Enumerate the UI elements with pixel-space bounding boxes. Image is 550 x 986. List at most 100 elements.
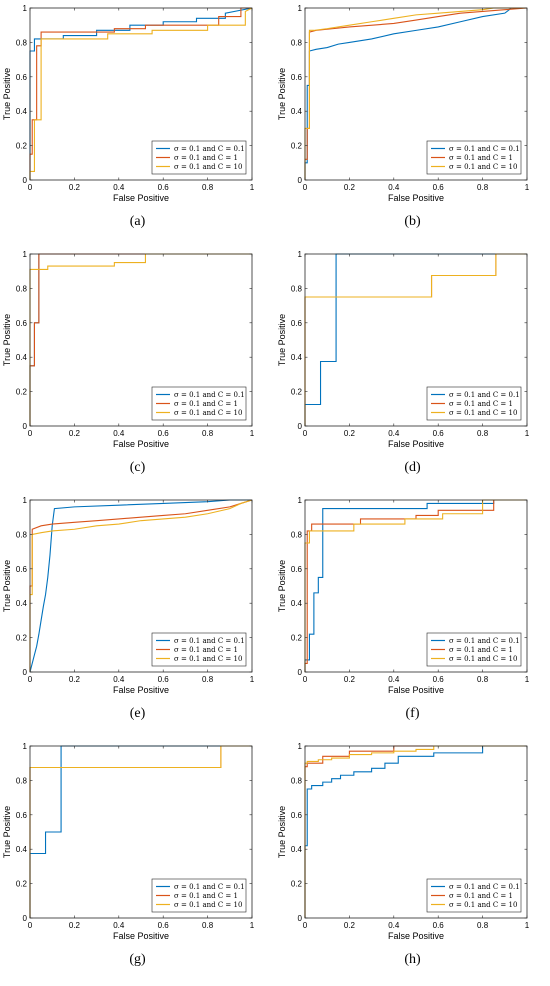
axes-box: [29, 499, 253, 673]
axes-box: [304, 253, 528, 427]
y-tick-label: 0: [23, 668, 28, 677]
axes-box: [29, 745, 253, 919]
x-tick-label: 0.2: [344, 675, 356, 684]
y-tick-label: 0: [298, 668, 303, 677]
legend-entry: σ = 0.1 and C = 0.1: [174, 637, 245, 645]
y-tick-label: 0.4: [291, 353, 303, 362]
series-line: [29, 7, 253, 180]
legend-entry: σ = 0.1 and C = 0.1: [449, 145, 520, 153]
chart-panel: 0 0.2 0.4 0.6 0.8 1 0 0.2 0.4 0.6 0.8 1 False Positi…: [275, 0, 550, 246]
x-tick-label: 0.2: [344, 921, 356, 930]
legend-entry: σ = 0.1 and C = 10: [174, 163, 242, 171]
x-tick-label: 0.4: [388, 183, 400, 192]
x-tick-label: 0: [28, 429, 33, 438]
chart-panel: 0 0.2 0.4 0.6 0.8 1 0 0.2 0.4 0.6 0.8 1 False Positi…: [0, 246, 275, 492]
panel-caption: (h): [404, 952, 421, 967]
y-tick-label: 1: [298, 4, 303, 13]
x-tick-label: 0.2: [69, 429, 81, 438]
series-line: [304, 745, 527, 918]
legend-entry: σ = 0.1 and C = 10: [174, 655, 242, 663]
x-tick-label: 0.2: [69, 675, 81, 684]
y-tick-label: 0.8: [16, 530, 28, 539]
legend-entry: σ = 0.1 and C = 0.1: [449, 883, 520, 891]
y-axis-label: True Positive: [2, 806, 12, 858]
legend-entry: σ = 0.1 and C = 10: [449, 163, 517, 171]
y-tick-label: 1: [298, 496, 303, 505]
y-tick-label: 0.2: [291, 634, 303, 643]
legend-entry: σ = 0.1 and C = 0.1: [174, 145, 245, 153]
y-tick-label: 0: [298, 422, 303, 431]
x-tick-label: 0.6: [158, 429, 170, 438]
x-tick-label: 0.6: [158, 675, 170, 684]
y-axis-label: True Positive: [277, 806, 287, 858]
x-tick-label: 0: [303, 429, 308, 438]
series-line: [304, 499, 527, 672]
x-axis-label: False Positive: [388, 193, 444, 203]
legend-entry: σ = 0.1 and C = 10: [449, 901, 517, 909]
y-tick-label: 0.6: [291, 565, 303, 574]
legend-entry: σ = 0.1 and C = 10: [174, 901, 242, 909]
panel-caption: (b): [404, 214, 421, 229]
series-line: [304, 499, 527, 672]
legend-entry: σ = 0.1 and C = 1: [449, 892, 513, 900]
roc-chart: 0 0.2 0.4 0.6 0.8 1 0 0.2 0.4 0.6 0.8 1 False Positi…: [277, 4, 530, 203]
axes-box: [304, 499, 528, 673]
series-line: [304, 745, 527, 918]
x-tick-label: 0.8: [477, 921, 489, 930]
y-axis-label: True Positive: [2, 560, 12, 612]
x-tick-label: 1: [250, 429, 255, 438]
x-tick-label: 0.4: [388, 675, 400, 684]
panel-caption: (g): [129, 952, 146, 967]
chart-panel: 0 0.2 0.4 0.6 0.8 1 0 0.2 0.4 0.6 0.8 1 False Positi…: [275, 492, 550, 738]
legend-entry: σ = 0.1 and C = 1: [174, 646, 238, 654]
y-tick-label: 0.2: [16, 388, 28, 397]
panel-caption: (d): [404, 460, 421, 475]
x-tick-label: 1: [525, 921, 530, 930]
chart-panel: 0 0.2 0.4 0.6 0.8 1 0 0.2 0.4 0.6 0.8 1 False Positi…: [0, 738, 275, 984]
y-tick-label: 0.8: [291, 530, 303, 539]
y-axis-label: True Positive: [2, 314, 12, 366]
x-tick-label: 0: [303, 675, 308, 684]
legend-entry: σ = 0.1 and C = 10: [449, 409, 517, 417]
x-axis-label: False Positive: [113, 931, 169, 941]
x-tick-label: 0.6: [433, 921, 445, 930]
y-tick-label: 1: [298, 250, 303, 259]
y-tick-label: 0.6: [16, 319, 28, 328]
axes-box: [29, 7, 253, 181]
y-tick-label: 1: [298, 742, 303, 751]
y-tick-label: 0.2: [16, 880, 28, 889]
y-tick-label: 0.6: [291, 73, 303, 82]
y-tick-label: 1: [23, 250, 28, 259]
x-tick-label: 1: [250, 921, 255, 930]
x-tick-label: 0.4: [388, 429, 400, 438]
x-tick-label: 0.6: [433, 183, 445, 192]
x-tick-label: 0: [28, 921, 33, 930]
x-tick-label: 0.8: [477, 675, 489, 684]
y-axis-label: True Positive: [277, 314, 287, 366]
x-tick-label: 1: [525, 429, 530, 438]
legend-entry: σ = 0.1 and C = 0.1: [449, 637, 520, 645]
x-tick-label: 0.4: [113, 675, 125, 684]
x-tick-label: 0.4: [388, 921, 400, 930]
y-tick-label: 0: [23, 914, 28, 923]
y-tick-label: 0.2: [16, 142, 28, 151]
y-axis-label: True Positive: [2, 68, 12, 120]
y-tick-label: 0.8: [291, 38, 303, 47]
y-tick-label: 0.4: [16, 353, 28, 362]
x-tick-label: 0.8: [202, 183, 214, 192]
axes-box: [29, 253, 253, 427]
x-tick-label: 1: [525, 183, 530, 192]
y-tick-label: 0.6: [16, 73, 28, 82]
y-tick-label: 0: [23, 422, 28, 431]
roc-chart: 0 0.2 0.4 0.6 0.8 1 0 0.2 0.4 0.6 0.8 1 False Positi…: [277, 496, 530, 695]
x-tick-label: 0.8: [202, 675, 214, 684]
x-tick-label: 0.8: [202, 921, 214, 930]
y-tick-label: 1: [23, 4, 28, 13]
roc-chart: 0 0.2 0.4 0.6 0.8 1 0 0.2 0.4 0.6 0.8 1 False Positi…: [2, 496, 255, 695]
legend-entry: σ = 0.1 and C = 10: [449, 655, 517, 663]
chart-panel: 0 0.2 0.4 0.6 0.8 1 0 0.2 0.4 0.6 0.8 1 False Positi…: [0, 0, 275, 246]
x-tick-label: 0.8: [477, 183, 489, 192]
x-tick-label: 0.2: [344, 429, 356, 438]
y-tick-label: 0.8: [16, 284, 28, 293]
y-tick-label: 0.4: [291, 845, 303, 854]
